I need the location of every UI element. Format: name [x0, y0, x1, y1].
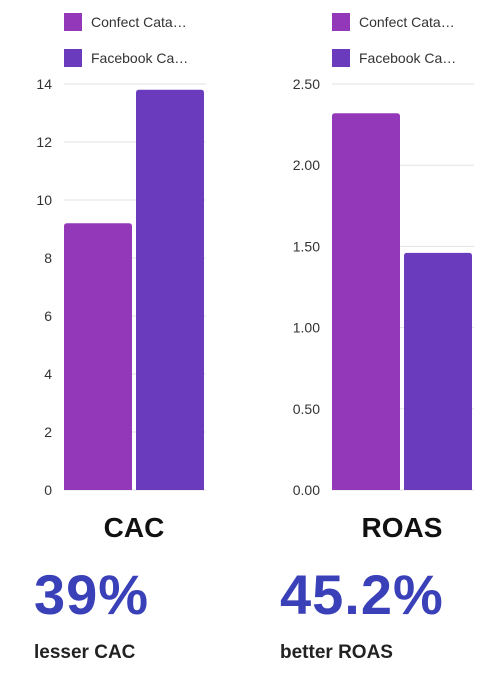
- roas-y-tick-label: 0.00: [293, 482, 320, 498]
- legend-label-confect: Confect Cata…: [91, 14, 187, 30]
- cac-stat-caption: lesser CAC: [34, 642, 136, 663]
- legend-label-facebook: Facebook Ca…: [91, 50, 189, 66]
- cac-y-tick-label: 12: [36, 134, 52, 150]
- legend-swatch-confect: [64, 13, 82, 31]
- cac-bar-facebook[interactable]: [136, 89, 204, 491]
- legend-swatch-facebook: [64, 49, 82, 67]
- cac-y-tick-label: 2: [44, 424, 52, 440]
- roas-bar-facebook[interactable]: [404, 252, 472, 490]
- legend-label-confect: Confect Cata…: [359, 14, 455, 30]
- roas-bar-confect[interactable]: [332, 113, 400, 491]
- legend-item-confect[interactable]: Confect Cata…: [64, 13, 188, 31]
- cac-y-tick-label: 14: [36, 76, 52, 92]
- roas-stat-caption: better ROAS: [280, 642, 393, 663]
- cac-y-tick-label: 8: [44, 250, 52, 266]
- legend-item-facebook[interactable]: Facebook Ca…: [64, 49, 188, 67]
- legend-swatch-confect: [332, 13, 350, 31]
- roas-y-tick-label: 2.00: [293, 157, 320, 173]
- cac-legend: Confect Cata… Facebook Ca…: [64, 13, 188, 67]
- roas-stat-value: 45.2%: [280, 563, 444, 626]
- roas-legend: Confect Cata… Facebook Ca…: [332, 13, 456, 67]
- cac-chart-title: CAC: [103, 512, 165, 543]
- roas-chart-title: ROAS: [361, 512, 443, 543]
- roas-y-tick-label: 0.50: [293, 401, 320, 417]
- legend-label-facebook: Facebook Ca…: [359, 50, 457, 66]
- cac-y-tick-label: 4: [44, 366, 52, 382]
- roas-y-tick-label: 1.50: [293, 238, 320, 254]
- legend-item-confect[interactable]: Confect Cata…: [332, 13, 456, 31]
- roas-y-tick-label: 1.00: [293, 320, 320, 336]
- charts-canvas: 0 2 4 6 8 10 12 14 0.00 0.50 1.00 1.50 2.00 2.50: [36, 76, 474, 498]
- cac-bar-confect[interactable]: [64, 223, 132, 490]
- cac-y-tick-label: 0: [44, 482, 52, 498]
- legend-item-facebook[interactable]: Facebook Ca…: [332, 49, 456, 67]
- cac-y-tick-label: 10: [36, 192, 52, 208]
- cac-stat-value: 39%: [34, 563, 150, 626]
- roas-y-tick-label: 2.50: [293, 76, 320, 92]
- cac-y-tick-label: 6: [44, 308, 52, 324]
- legend-swatch-facebook: [332, 49, 350, 67]
